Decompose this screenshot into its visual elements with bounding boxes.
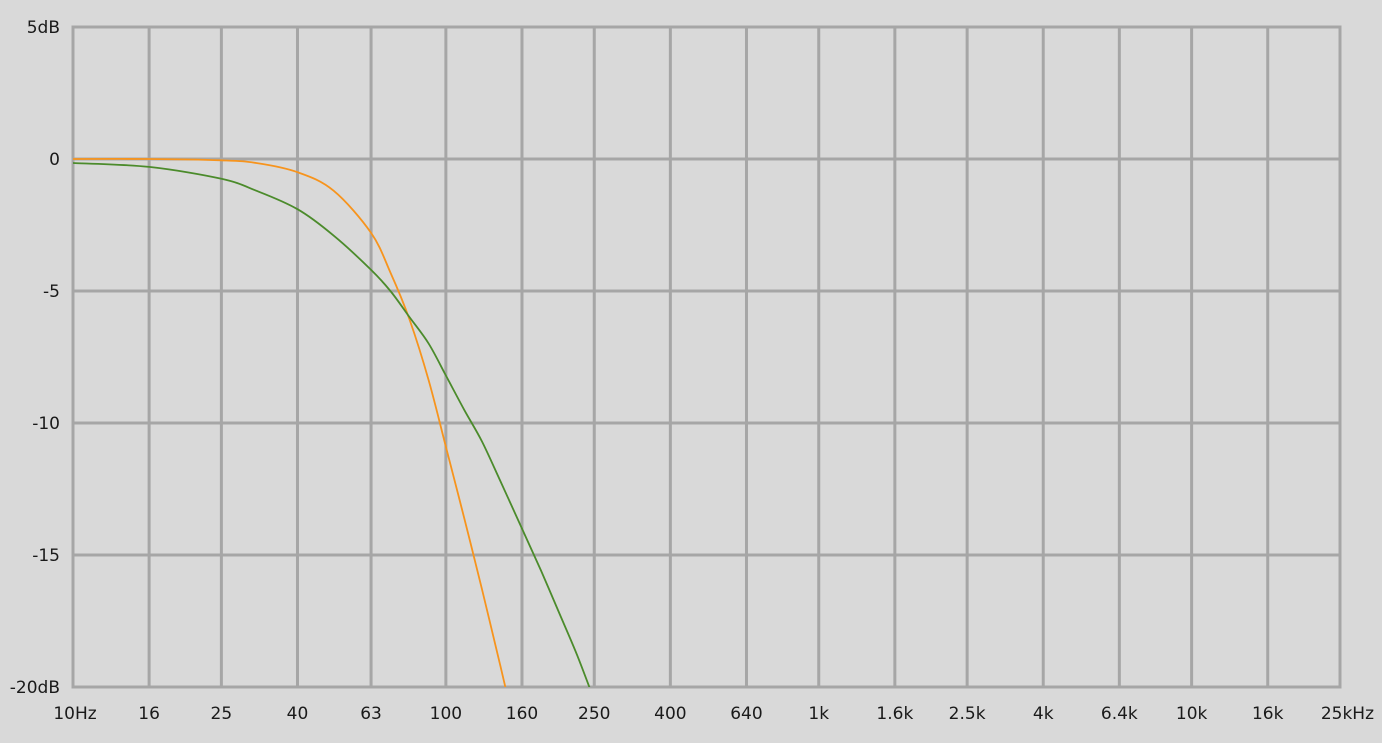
x-tick-label: 400	[654, 704, 686, 724]
x-tick-label: 160	[506, 704, 538, 724]
y-tick-label: -20dB	[10, 678, 60, 698]
x-tick-label: 100	[430, 704, 462, 724]
x-tick-label: 63	[360, 704, 382, 724]
x-tick-label: 10Hz	[53, 704, 96, 724]
x-tick-label: 1k	[808, 704, 829, 724]
plot-border	[71, 25, 1342, 689]
y-tick-label: 5dB	[27, 18, 60, 38]
x-tick-label: 250	[578, 704, 610, 724]
y-tick-label: -5	[43, 282, 60, 302]
y-tick-label: 0	[49, 150, 60, 170]
x-tick-label: 25	[211, 704, 233, 724]
x-tick-label: 640	[730, 704, 762, 724]
x-tick-label: 4k	[1033, 704, 1054, 724]
x-tick-label: 10k	[1176, 704, 1208, 724]
y-tick-label: -15	[32, 546, 60, 566]
x-tick-label: 40	[287, 704, 309, 724]
plot-area	[73, 27, 1340, 687]
response-curves	[73, 158, 591, 687]
y-axis-tick-labels: 5dB 0 -5 -10 -15 -20dB	[10, 18, 60, 698]
x-tick-label: 16	[138, 704, 160, 724]
response-curve-2	[73, 162, 591, 687]
x-axis-tick-labels: 10Hz 16 25 40 63 100 160 250 400 640 1k 1.6k 2.5k 4k 6…	[53, 704, 1374, 724]
x-tick-label: 1.6k	[876, 704, 913, 724]
x-tick-label: 16k	[1252, 704, 1284, 724]
x-tick-label: 6.4k	[1101, 704, 1138, 724]
x-tick-label: 2.5k	[949, 704, 986, 724]
x-tick-label: 25kHz	[1321, 704, 1374, 724]
response-curve-1	[73, 158, 507, 687]
y-tick-label: -10	[32, 414, 60, 434]
